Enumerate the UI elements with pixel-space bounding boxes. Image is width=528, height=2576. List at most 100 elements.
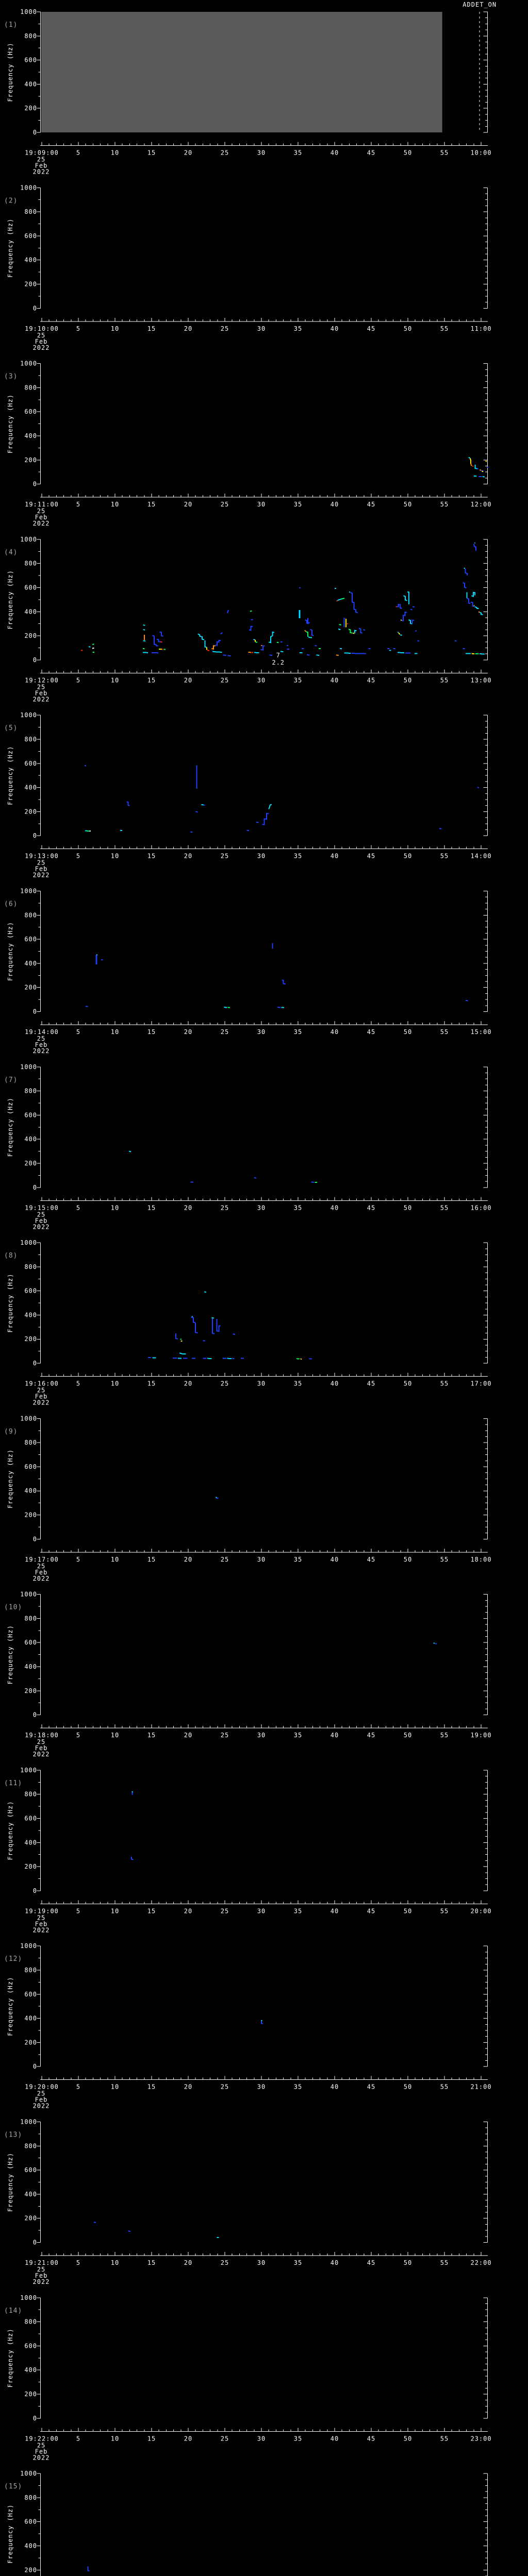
x-tick-label: 40 bbox=[331, 501, 339, 508]
panel-end-time: 11:00 bbox=[470, 325, 491, 332]
date-label: 2022 bbox=[33, 1575, 50, 1582]
x-tick-label: 10 bbox=[111, 1907, 119, 1914]
detection-annotation: 2.2 bbox=[272, 659, 285, 666]
x-tick-label: 30 bbox=[257, 1556, 266, 1563]
date-label: 2022 bbox=[33, 696, 50, 703]
x-tick-label: 50 bbox=[404, 1380, 412, 1387]
detection-contour bbox=[346, 623, 349, 625]
x-tick-label: 55 bbox=[440, 1907, 449, 1914]
detection-contours bbox=[468, 456, 488, 478]
detection-contour bbox=[175, 1333, 178, 1340]
x-tick-label: 10 bbox=[111, 2083, 119, 2091]
x-tick-label: 10 bbox=[111, 1380, 119, 1387]
detection-contour bbox=[407, 591, 409, 593]
detection-contour bbox=[204, 640, 207, 648]
y-tick-label: 0 bbox=[33, 832, 37, 839]
date-label: 25 bbox=[37, 1738, 45, 1745]
detection-contour bbox=[358, 628, 363, 634]
detection-contour bbox=[398, 652, 404, 654]
detection-contour bbox=[470, 601, 475, 607]
x-tick-label: 5 bbox=[76, 2435, 80, 2442]
detection-contour bbox=[354, 630, 357, 634]
x-tick-label: 15 bbox=[147, 1204, 156, 1211]
x-tick-label: 15 bbox=[147, 1028, 156, 1036]
detection-contour bbox=[464, 567, 466, 569]
detection-contour bbox=[299, 587, 301, 589]
panel-11: 0 200 400 600 800 1000 19:19:00 5 10 15 20 25 30 35 40… bbox=[4, 1767, 491, 1934]
panel-13: 0 200 400 600 800 1000 19:21:00 5 10 15 20 25 30 35 40… bbox=[4, 2119, 491, 2286]
detection-contour bbox=[180, 1340, 183, 1342]
date-label: Feb bbox=[35, 2272, 48, 2279]
x-tick-label: 45 bbox=[367, 149, 375, 157]
y-tick-label: 400 bbox=[24, 1311, 37, 1318]
x-tick-label: 5 bbox=[76, 325, 80, 332]
y-tick-label: 600 bbox=[24, 936, 37, 943]
y-tick-label: 0 bbox=[33, 1008, 37, 1015]
x-tick-label: 15 bbox=[147, 1732, 156, 1739]
panel-end-time: 22:00 bbox=[470, 2259, 491, 2266]
detection-contour bbox=[253, 639, 256, 641]
panel-start-time: 19:13:00 bbox=[25, 853, 59, 860]
date-label: 25 bbox=[37, 2266, 45, 2273]
x-tick-label: 55 bbox=[440, 676, 449, 684]
panel-end-time: 13:00 bbox=[470, 676, 491, 684]
x-tick-label: 50 bbox=[404, 1028, 412, 1036]
y-tick-label: 400 bbox=[24, 80, 37, 88]
date-label: 2022 bbox=[33, 2103, 50, 2110]
y-tick-label: 600 bbox=[24, 408, 37, 415]
x-tick-label: 30 bbox=[257, 2259, 266, 2266]
x-tick-label: 10 bbox=[111, 1204, 119, 1211]
x-tick-label: 50 bbox=[404, 1907, 412, 1914]
y-tick-label: 1000 bbox=[20, 360, 37, 367]
x-tick-label: 45 bbox=[367, 1732, 375, 1739]
y-tick-label: 800 bbox=[24, 1967, 37, 1974]
panel-end-time: 17:00 bbox=[470, 1380, 491, 1387]
detection-contour bbox=[190, 831, 193, 833]
detection-contour bbox=[305, 619, 309, 624]
detection-contour bbox=[334, 587, 336, 589]
detection-contour bbox=[474, 465, 477, 469]
y-tick-label: 1000 bbox=[20, 184, 37, 191]
x-tick-label: 45 bbox=[367, 1556, 375, 1563]
date-label: 25 bbox=[37, 1563, 45, 1570]
detection-contour bbox=[248, 651, 252, 653]
x-tick-label: 15 bbox=[147, 1556, 156, 1563]
detection-contour bbox=[256, 821, 259, 823]
x-tick-label: 45 bbox=[367, 676, 375, 684]
x-tick-label: 15 bbox=[147, 325, 156, 332]
x-tick-label: 40 bbox=[331, 1204, 339, 1211]
date-label: 2022 bbox=[33, 168, 50, 176]
y-tick-label: 800 bbox=[24, 32, 37, 40]
panel-end-time: 10:00 bbox=[470, 149, 491, 157]
detection-contour bbox=[215, 639, 221, 646]
date-label: Feb bbox=[35, 1217, 48, 1224]
detection-contour bbox=[195, 1323, 198, 1334]
date-label: 25 bbox=[37, 859, 45, 867]
date-label: 25 bbox=[37, 1035, 45, 1042]
date-label: Feb bbox=[35, 2448, 48, 2455]
y-tick-label: 600 bbox=[24, 232, 37, 240]
x-tick-label: 15 bbox=[147, 2083, 156, 2091]
x-tick-label: 5 bbox=[76, 853, 80, 860]
detection-contour bbox=[227, 609, 229, 614]
x-tick-label: 30 bbox=[257, 1380, 266, 1387]
panel-axes bbox=[37, 187, 488, 322]
panel-10: 0 200 400 600 800 1000 19:18:00 5 10 15 20 25 30 35 40… bbox=[4, 1591, 491, 1758]
panel-axes bbox=[37, 1770, 488, 1904]
x-tick-label: 50 bbox=[404, 1204, 412, 1211]
panel-number-label: (10) bbox=[4, 1604, 22, 1612]
x-tick-label: 35 bbox=[294, 2435, 302, 2442]
frequency-axis-label: Frequency (Hz) bbox=[7, 1977, 14, 2036]
x-tick-label: 35 bbox=[294, 676, 302, 684]
x-tick-label: 50 bbox=[404, 853, 412, 860]
panel-start-time: 19:22:00 bbox=[25, 2435, 59, 2442]
x-tick-label: 30 bbox=[257, 1732, 266, 1739]
y-tick-label: 800 bbox=[24, 2494, 37, 2501]
detection-contour bbox=[130, 1856, 134, 1860]
panel-axes bbox=[37, 11, 488, 146]
x-tick-label: 35 bbox=[294, 1204, 302, 1211]
x-tick-label: 15 bbox=[147, 676, 156, 684]
detection-contour bbox=[351, 652, 367, 654]
frequency-axis-label: Frequency (Hz) bbox=[7, 570, 14, 629]
panel-number-label: (3) bbox=[4, 373, 18, 381]
